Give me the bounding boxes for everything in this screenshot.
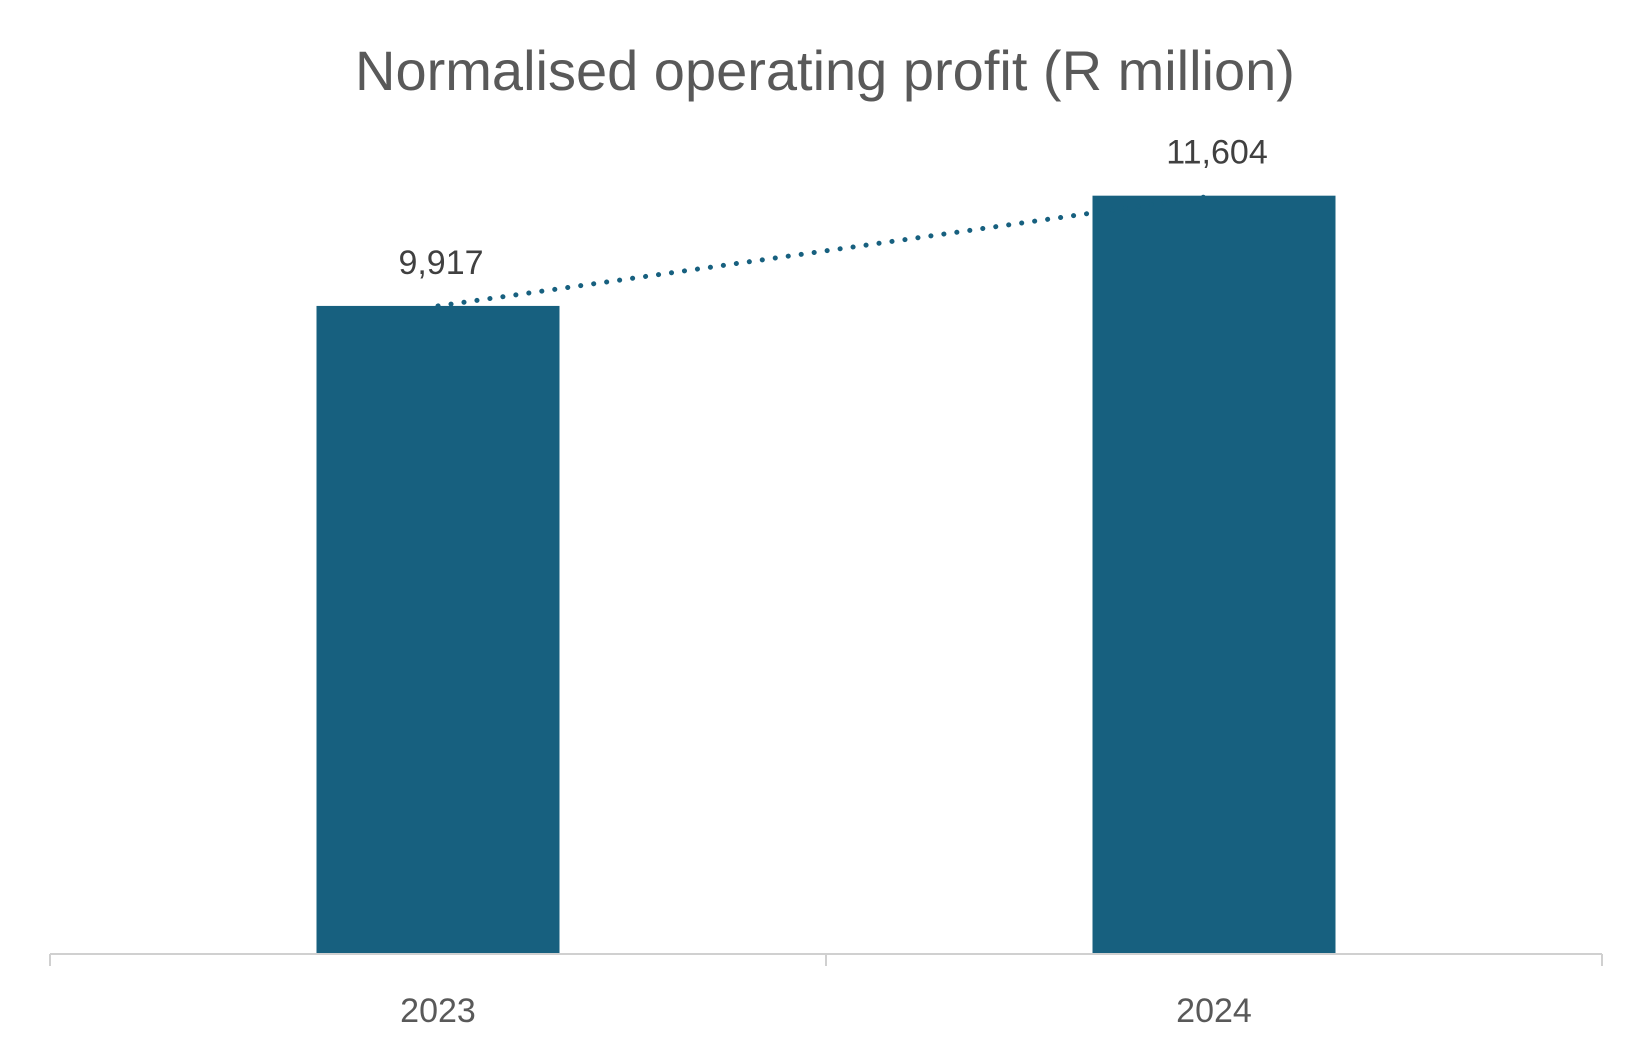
data-label-2023: 9,917 [398, 244, 483, 282]
trendline [435, 193, 1217, 309]
data-labels-layer: 9,917 11,604 [398, 134, 1267, 282]
x-tick-label-2023: 2023 [400, 992, 476, 1030]
x-tick-label-2024: 2024 [1176, 992, 1252, 1030]
data-label-2024: 11,604 [1166, 134, 1267, 172]
bar-2023 [316, 305, 560, 954]
x-axis: 2023 2024 [49, 953, 1603, 1030]
bars-layer [316, 195, 1336, 955]
trendline-layer [435, 193, 1217, 309]
chart-title: Normalised operating profit (R million) [355, 39, 1295, 102]
bar-2024 [1092, 195, 1336, 955]
